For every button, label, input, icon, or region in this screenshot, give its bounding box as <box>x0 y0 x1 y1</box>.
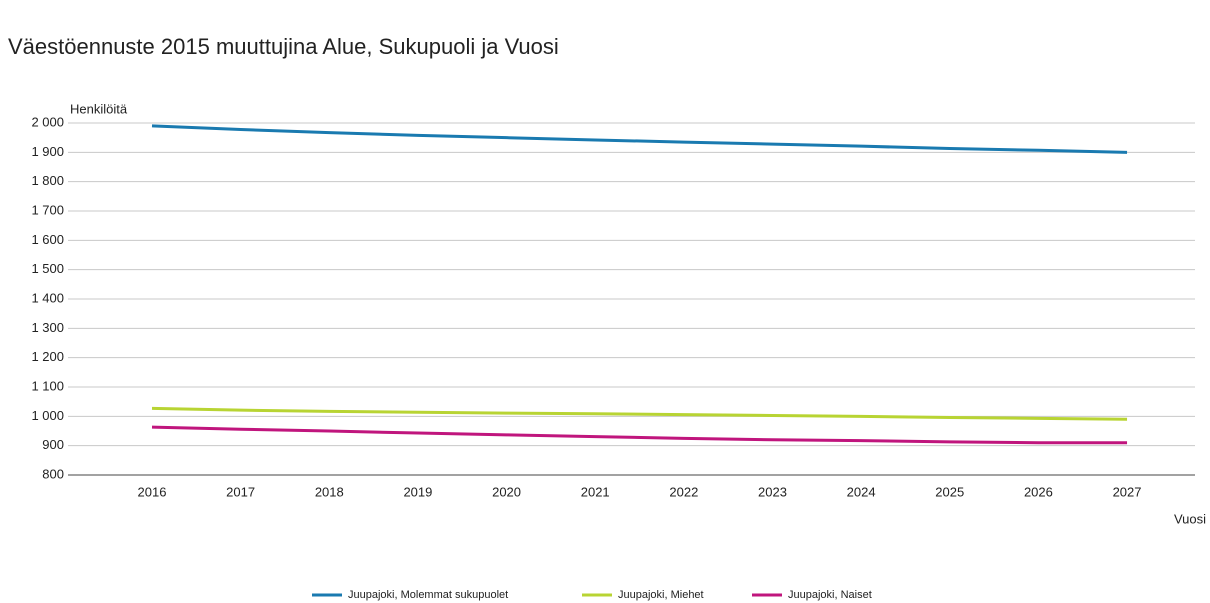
series-line <box>151 406 1128 421</box>
legend-label: Juupajoki, Miehet <box>618 589 704 601</box>
y-tick-label: 1 600 <box>31 232 64 247</box>
y-tick-label: 1 500 <box>31 261 64 276</box>
x-tick-label: 2017 <box>226 484 255 499</box>
x-tick-label: 2023 <box>758 484 787 499</box>
y-tick-label: 1 800 <box>31 173 64 188</box>
y-axis-label: Henkilöitä <box>70 101 128 116</box>
chart-title: Väestöennuste 2015 muuttujina Alue, Suku… <box>8 34 559 59</box>
x-tick-label: 2027 <box>1113 484 1142 499</box>
y-tick-label: 1 100 <box>31 378 64 393</box>
x-tick-label: 2018 <box>315 484 344 499</box>
x-tick-label: 2020 <box>492 484 521 499</box>
y-tick-label: 1 400 <box>31 290 64 305</box>
x-tick-label: 2026 <box>1024 484 1053 499</box>
x-tick-label: 2019 <box>403 484 432 499</box>
x-tick-label: 2021 <box>581 484 610 499</box>
x-tick-label: 2025 <box>935 484 964 499</box>
y-tick-label: 1 900 <box>31 144 64 159</box>
x-tick-label: 2016 <box>138 484 167 499</box>
x-tick-label: 2024 <box>847 484 876 499</box>
y-tick-label: 2 000 <box>31 114 64 129</box>
y-tick-label: 1 200 <box>31 349 64 364</box>
series-line <box>151 124 1128 154</box>
y-tick-label: 1 000 <box>31 408 64 423</box>
y-tick-label: 1 300 <box>31 320 64 335</box>
series-line <box>151 425 1128 445</box>
legend-label: Juupajoki, Naiset <box>788 589 872 601</box>
y-tick-label: 900 <box>42 437 64 452</box>
x-axis-label: Vuosi <box>1174 511 1206 526</box>
y-tick-label: 800 <box>42 466 64 481</box>
x-tick-label: 2022 <box>669 484 698 499</box>
y-tick-label: 1 700 <box>31 202 64 217</box>
legend-label: Juupajoki, Molemmat sukupuolet <box>348 589 508 601</box>
